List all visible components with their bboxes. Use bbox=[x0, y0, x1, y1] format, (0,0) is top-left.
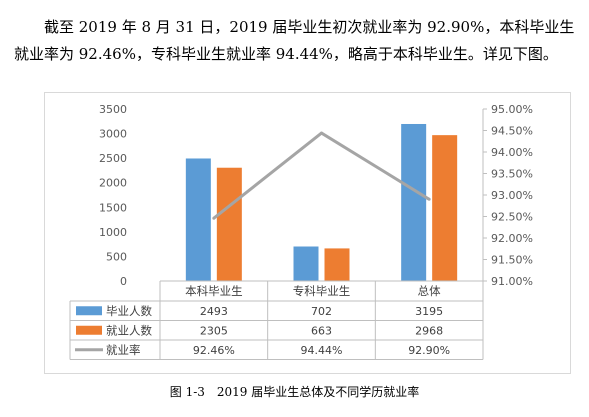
bar-1-2 bbox=[293, 246, 319, 281]
line-point-3 bbox=[427, 197, 431, 201]
y-right-tick-label: 91.50% bbox=[491, 254, 533, 267]
y-right-tick-label: 93.50% bbox=[491, 168, 533, 181]
table-value-1-2: 702 bbox=[311, 305, 332, 318]
y-left-tick-label: 1000 bbox=[99, 226, 127, 239]
y-left-tick-label: 2000 bbox=[99, 177, 127, 190]
line-series-1 bbox=[212, 131, 430, 220]
intro-line-1: 截至 2019 年 8 月 31 日，2019 届毕业生初次就业率为 92.90… bbox=[44, 18, 575, 36]
y-right-tick-label: 91.00% bbox=[491, 275, 533, 288]
legend-label-3: 就业率 bbox=[106, 343, 141, 357]
figure-caption: 图 1-3 2019 届毕业生总体及不同学历就业率 bbox=[169, 385, 420, 399]
bar-2-2 bbox=[324, 248, 350, 281]
legend-label-2: 就业人数 bbox=[106, 323, 152, 337]
chart-container: 0 500 1000 1500 2000 2500 3000 3500 91.00% 91.50%… bbox=[44, 92, 571, 374]
table-value-3-3: 92.90% bbox=[408, 344, 450, 357]
intro-paragraph: 截至 2019 年 8 月 31 日，2019 届毕业生初次就业率为 92.90… bbox=[14, 14, 580, 68]
table-value-1-3: 3195 bbox=[415, 305, 443, 318]
y-right-tick-label: 93.00% bbox=[491, 189, 533, 202]
legend-key-1 bbox=[76, 306, 102, 316]
bar-1-3 bbox=[401, 123, 427, 281]
combo-chart: 0 500 1000 1500 2000 2500 3000 3500 91.00% 91.50%… bbox=[69, 103, 533, 360]
category-label-1: 本科毕业生 bbox=[185, 284, 243, 298]
table-value-3-1: 92.46% bbox=[193, 344, 235, 357]
y-left-tick-label: 3000 bbox=[99, 128, 127, 141]
category-label-2: 专科毕业生 bbox=[293, 284, 351, 298]
y-right-tick-label: 94.50% bbox=[491, 125, 533, 138]
category-label-3: 总体 bbox=[418, 284, 441, 298]
y-right-tick-label: 94.00% bbox=[491, 146, 533, 159]
legend-label-1: 毕业人数 bbox=[106, 304, 152, 318]
y-left-tick-label: 3500 bbox=[99, 103, 127, 116]
table-value-3-2: 94.44% bbox=[301, 344, 343, 357]
legend-key-2 bbox=[76, 325, 102, 335]
table-value-2-3: 2968 bbox=[415, 324, 443, 337]
y-left-tick-label: 500 bbox=[106, 250, 127, 263]
table-value-2-1: 2305 bbox=[200, 324, 228, 337]
y-right-tick-label: 95.00% bbox=[491, 103, 533, 116]
intro-line-2: 就业率为 92.46%，专科毕业生就业率 94.44%，略高于本科毕业生。详见下… bbox=[14, 45, 558, 63]
bar-1-1 bbox=[185, 158, 211, 281]
table-value-2-2: 663 bbox=[311, 324, 332, 337]
line-point-2 bbox=[320, 131, 323, 135]
bar-2-1 bbox=[216, 167, 242, 281]
table-value-1-1: 2493 bbox=[200, 305, 228, 318]
y-left-tick-label: 0 bbox=[120, 275, 127, 288]
y-right-tick-label: 92.50% bbox=[491, 211, 533, 224]
bar-2-3 bbox=[432, 135, 458, 281]
y-left-tick-label: 1500 bbox=[99, 201, 127, 214]
y-right-tick-label: 92.00% bbox=[491, 232, 533, 245]
y-left-tick-label: 2500 bbox=[99, 152, 127, 165]
line-point-1 bbox=[212, 216, 216, 220]
